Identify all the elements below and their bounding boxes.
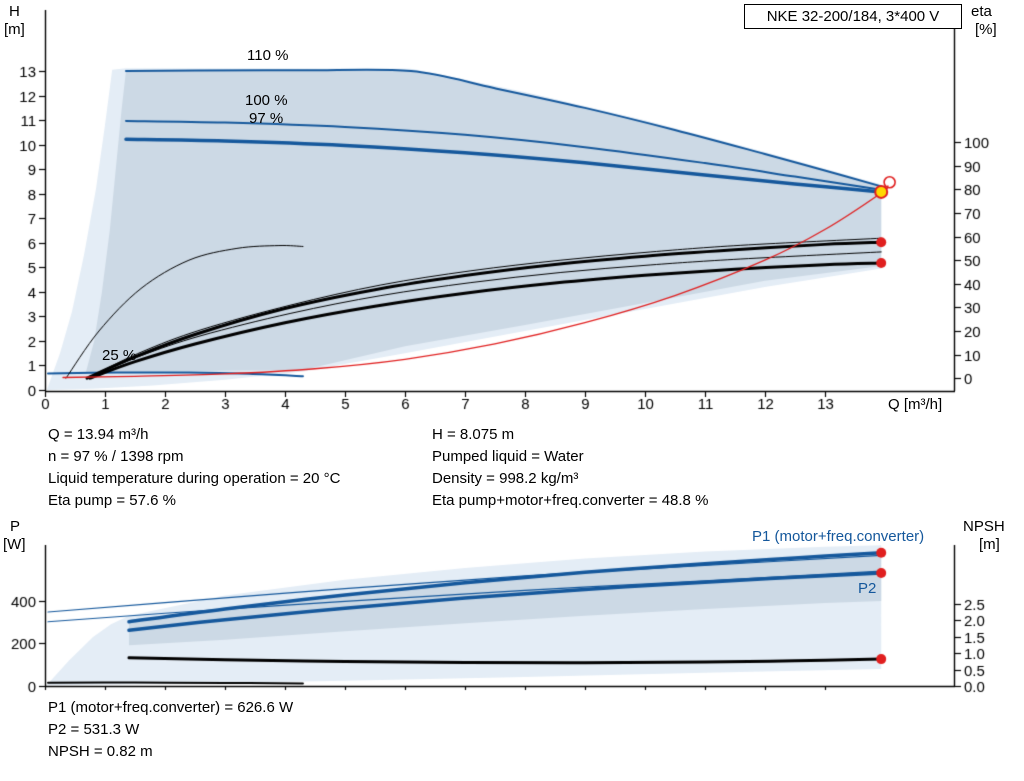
- info-liquid-temp: Liquid temperature during operation = 20…: [48, 470, 341, 487]
- p2-curve-label: P2: [858, 580, 877, 597]
- power-info: P1 (motor+freq.converter) = 626.6 W P2 =…: [48, 697, 293, 763]
- p-axis-unit: [W]: [3, 536, 26, 553]
- info-n: n = 97 % / 1398 rpm: [48, 448, 184, 465]
- curve-label-25: 25 %: [102, 347, 137, 364]
- npsh-axis-unit: [m]: [979, 536, 1000, 553]
- eta-axis-name: eta: [971, 3, 992, 20]
- h-axis-unit: [m]: [4, 21, 25, 38]
- info-eta-total: Eta pump+motor+freq.converter = 48.8 %: [432, 492, 709, 509]
- info-density: Density = 998.2 kg/m³: [432, 470, 579, 487]
- p1-curve-label: P1 (motor+freq.converter): [752, 528, 925, 545]
- info-q: Q = 13.94 m³/h: [48, 426, 149, 443]
- operating-info-left: Q = 13.94 m³/h n = 97 % / 1398 rpm Liqui…: [48, 424, 340, 512]
- curve-label-97: 97 %: [249, 110, 284, 127]
- operating-info-right: H = 8.075 m Pumped liquid = Water Densit…: [432, 424, 708, 512]
- npsh-axis-name: NPSH: [963, 518, 1005, 535]
- p-axis-name: P: [10, 518, 21, 535]
- h-axis-name: H: [9, 3, 20, 20]
- info-p1: P1 (motor+freq.converter) = 626.6 W: [48, 699, 294, 716]
- info-p2: P2 = 531.3 W: [48, 721, 140, 738]
- curve-label-110: 110 %: [247, 47, 289, 64]
- info-h: H = 8.075 m: [432, 426, 515, 443]
- info-npsh: NPSH = 0.82 m: [48, 743, 153, 760]
- eta-axis-unit: [%]: [975, 21, 997, 38]
- info-pumped-liquid: Pumped liquid = Water: [432, 448, 584, 465]
- q-axis-label: Q [m³/h]: [888, 396, 943, 413]
- curve-label-100: 100 %: [245, 92, 288, 109]
- info-eta-pump: Eta pump = 57.6 %: [48, 492, 176, 509]
- pump-title-box: NKE 32-200/184, 3*400 V: [744, 4, 962, 29]
